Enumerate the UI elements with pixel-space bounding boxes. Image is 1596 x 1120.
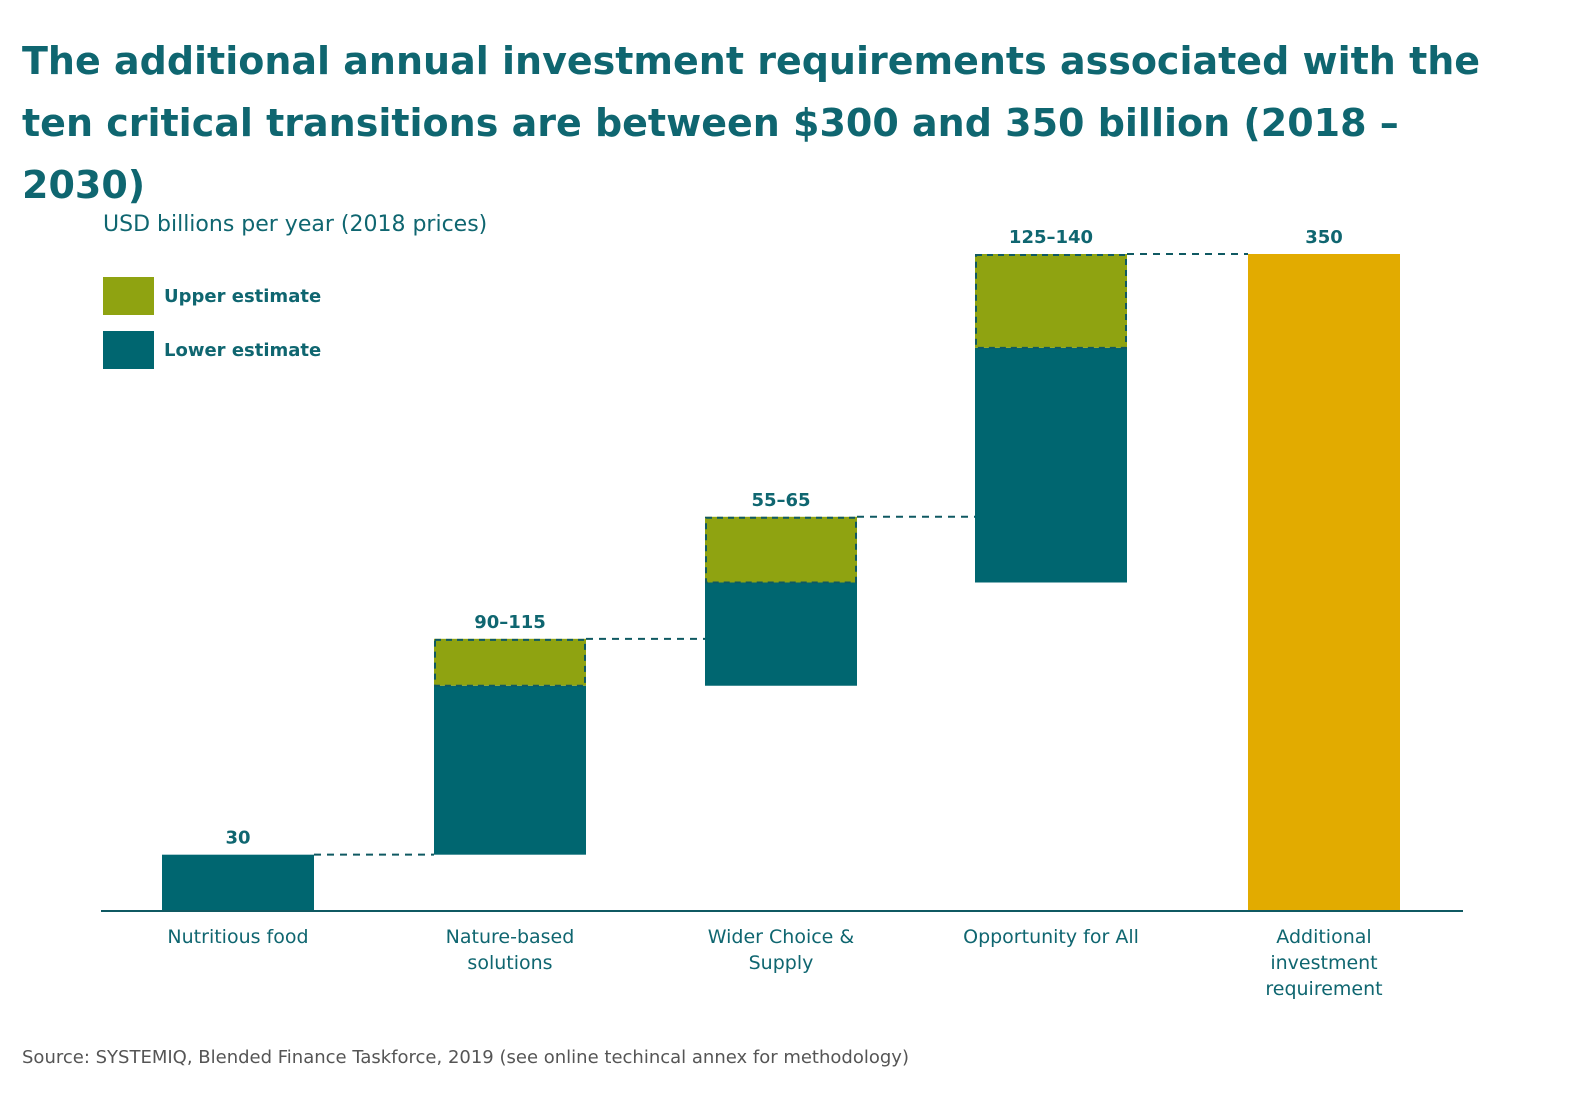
data-label-2: 55–65	[751, 490, 810, 511]
bar-upper-3	[975, 254, 1127, 348]
legend-item-lower: Lower estimate	[103, 331, 321, 369]
chart-title: The additional annual investment require…	[22, 39, 1481, 207]
legend-swatch-upper	[103, 277, 154, 315]
bar-upper-2	[705, 516, 857, 583]
legend-label-upper: Upper estimate	[164, 285, 322, 307]
bar-upper-outline-2	[705, 516, 857, 584]
legend-swatch-lower	[103, 331, 154, 369]
bar-upper-1	[434, 638, 586, 686]
bar-total-4	[1248, 254, 1400, 911]
bar-lower-3	[975, 347, 1127, 583]
category-label-2: Wider Choice & Supply	[708, 926, 855, 974]
legend-item-upper: Upper estimate	[103, 277, 321, 315]
chart-subtitle: USD billions per year (2018 prices)	[103, 212, 488, 237]
category-label-3: Opportunity for All	[963, 926, 1139, 948]
legend-label-lower: Lower estimate	[164, 339, 322, 361]
data-label-4: 350	[1305, 227, 1343, 248]
category-label-0: Nutritious food	[167, 926, 308, 948]
source-note: Source: SYSTEMIQ, Blended Finance Taskfo…	[22, 1047, 909, 1068]
bar-lower-0	[162, 854, 314, 911]
bar-lower-1	[434, 685, 586, 855]
bar-upper-outline-1	[434, 638, 586, 687]
category-label-1: Nature-based solutions	[446, 926, 575, 974]
data-label-0: 30	[225, 828, 250, 849]
category-label-4: Additional investment requirement	[1265, 926, 1382, 1000]
bar-lower-2	[705, 582, 857, 686]
data-label-1: 90–115	[474, 612, 546, 633]
data-label-3: 125–140	[1009, 227, 1093, 248]
